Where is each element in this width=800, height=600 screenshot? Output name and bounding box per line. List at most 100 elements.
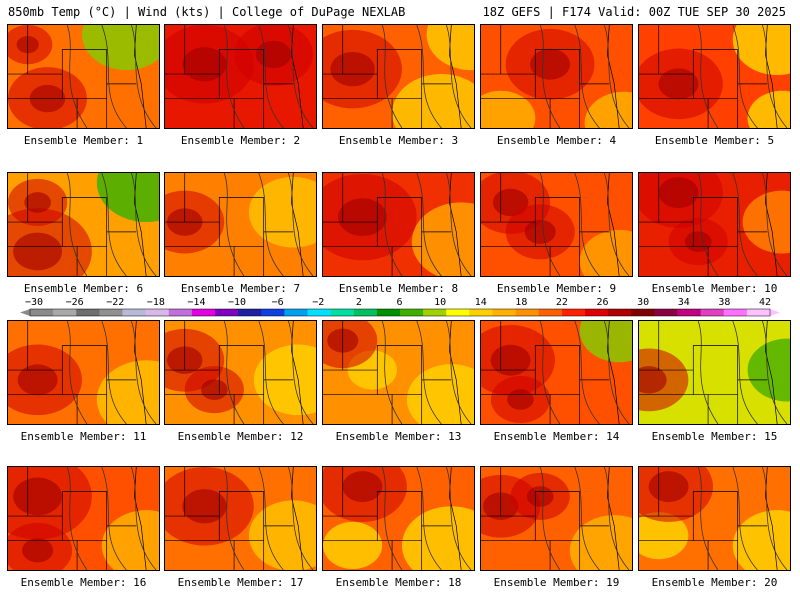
state-borders	[8, 25, 147, 128]
state-borders	[481, 173, 620, 276]
color-scale-swatch	[538, 309, 563, 316]
ensemble-map-panel	[7, 24, 160, 129]
color-scale-tick-label: −10	[228, 297, 247, 308]
ensemble-member-label: Ensemble Member: 20	[651, 576, 778, 589]
ensemble-map-panel	[638, 466, 791, 571]
state-borders	[165, 467, 304, 570]
temperature-contours	[381, 173, 472, 276]
ensemble-member-label: Ensemble Member: 3	[338, 134, 459, 147]
color-scale-tick-label: −2	[312, 297, 325, 308]
state-borders	[481, 25, 620, 128]
ensemble-map-panel	[480, 320, 633, 425]
state-borders	[8, 321, 147, 424]
state-borders	[165, 173, 304, 276]
color-scale-tick-label: −6	[271, 297, 284, 308]
ensemble-map-panel	[480, 24, 633, 129]
ensemble-map-panel	[164, 172, 317, 277]
temperature-contours	[381, 321, 472, 424]
color-scale-swatch	[469, 309, 493, 316]
color-scale-swatch	[376, 309, 401, 316]
ensemble-map-panel	[638, 24, 791, 129]
ensemble-map-panel	[480, 172, 633, 277]
state-borders	[323, 321, 462, 424]
color-scale-tick-label: −14	[187, 297, 206, 308]
color-scale-swatch	[723, 309, 748, 316]
ensemble-map-panel	[322, 172, 475, 277]
ensemble-member-label: Ensemble Member: 5	[654, 134, 775, 147]
temperature-contours	[66, 25, 157, 128]
ensemble-member-label: Ensemble Member: 1	[23, 134, 144, 147]
model-run-info: 18Z GEFS | F174 Valid: 00Z TUE SEP 30 20…	[482, 5, 786, 19]
color-scale-tick-label: −26	[65, 297, 84, 308]
color-scale-swatch	[631, 309, 655, 316]
color-scale-tick-label: 14	[474, 297, 487, 308]
state-borders	[639, 25, 778, 128]
ensemble-member-label: Ensemble Member: 8	[338, 282, 459, 295]
color-scale-swatch	[307, 309, 332, 316]
color-scale-swatch	[515, 309, 540, 316]
state-borders	[481, 321, 620, 424]
color-scale-swatch	[238, 309, 262, 316]
color-scale-swatch	[122, 309, 147, 316]
color-scale-swatch	[76, 309, 100, 316]
color-scale-tick-label: 10	[434, 297, 447, 308]
color-scale-swatch	[261, 309, 285, 316]
color-scale-tick-label: −30	[24, 297, 44, 308]
color-scale-bar	[20, 308, 780, 317]
color-scale-swatch	[746, 309, 771, 316]
ensemble-member-label: Ensemble Member: 4	[496, 134, 617, 147]
state-borders	[323, 173, 462, 276]
color-scale-tick-label: 26	[596, 297, 609, 308]
color-scale-swatch	[53, 309, 77, 316]
ensemble-member-label: Ensemble Member: 12	[177, 430, 304, 443]
color-scale-swatch	[561, 309, 586, 316]
state-borders	[165, 25, 304, 128]
color-scale-tick-label: 18	[515, 297, 528, 308]
ensemble-member-label: Ensemble Member: 6	[23, 282, 144, 295]
ensemble-member-label: Ensemble Member: 9	[496, 282, 617, 295]
temperature-contours	[223, 25, 314, 128]
scale-arrow-left	[20, 309, 30, 316]
color-scale-swatch	[191, 309, 216, 316]
color-scale-tick-label: 42	[758, 297, 772, 308]
state-borders	[323, 467, 462, 570]
ensemble-map-panel	[322, 24, 475, 129]
ensemble-map-panel	[7, 466, 160, 571]
temperature-contours	[697, 173, 788, 276]
scale-arrow-right	[770, 309, 780, 316]
temperature-contours	[697, 321, 788, 424]
map-title: 850mb Temp (°C) | Wind (kts) | College o…	[8, 5, 406, 19]
temperature-contours	[223, 173, 314, 276]
ensemble-map-panel	[164, 466, 317, 571]
temperature-contours	[66, 173, 157, 276]
state-borders	[323, 25, 462, 128]
ensemble-member-label: Ensemble Member: 18	[335, 576, 462, 589]
ensemble-map-panel	[164, 320, 317, 425]
temperature-contours	[539, 467, 630, 570]
color-scale-swatch	[446, 309, 470, 316]
color-scale-swatch	[353, 309, 378, 316]
color-scale-tick-label: 30	[637, 297, 650, 308]
color-scale-swatch	[168, 309, 193, 316]
color-scale-swatch	[330, 309, 355, 316]
temperature-contours	[223, 321, 314, 424]
ensemble-map-panel	[638, 320, 791, 425]
ensemble-member-label: Ensemble Member: 15	[651, 430, 778, 443]
ensemble-map-panel	[322, 466, 475, 571]
temperature-contours	[697, 467, 788, 570]
temperature-contours	[223, 467, 314, 570]
color-scale-swatch	[215, 309, 239, 316]
color-scale-swatch	[700, 309, 725, 316]
color-scale-swatch	[400, 309, 424, 316]
temperature-contours	[66, 321, 157, 424]
state-borders	[639, 321, 778, 424]
ensemble-member-label: Ensemble Member: 10	[651, 282, 778, 295]
temperature-contours	[381, 467, 472, 570]
ensemble-map-panel	[7, 320, 160, 425]
state-borders	[481, 467, 620, 570]
temperature-contours	[539, 173, 630, 276]
ensemble-member-label: Ensemble Member: 17	[177, 576, 304, 589]
temperature-contours	[697, 25, 788, 128]
ensemble-map-panel	[164, 24, 317, 129]
ensemble-member-label: Ensemble Member: 11	[20, 430, 147, 443]
